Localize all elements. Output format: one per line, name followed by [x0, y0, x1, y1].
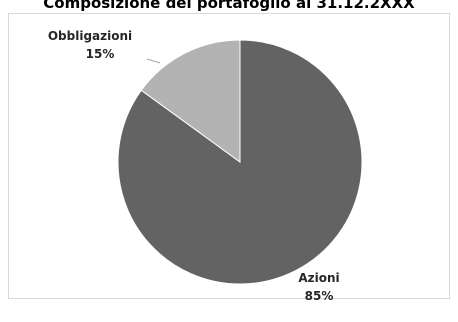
slice-value-azioni: 85% [305, 289, 334, 303]
slice-label-azioni: Azioni [298, 271, 339, 285]
slice-value-obbligazioni: 15% [86, 47, 115, 61]
slice-label-obbligazioni: Obbligazioni [48, 29, 132, 43]
obbligazioni-leader-line [146, 58, 161, 64]
pie-slices [117, 39, 363, 285]
pie-slice-obbligazioni [140, 39, 241, 163]
chart-title: Composizione del portafoglio al 31.12.2X… [43, 0, 415, 12]
